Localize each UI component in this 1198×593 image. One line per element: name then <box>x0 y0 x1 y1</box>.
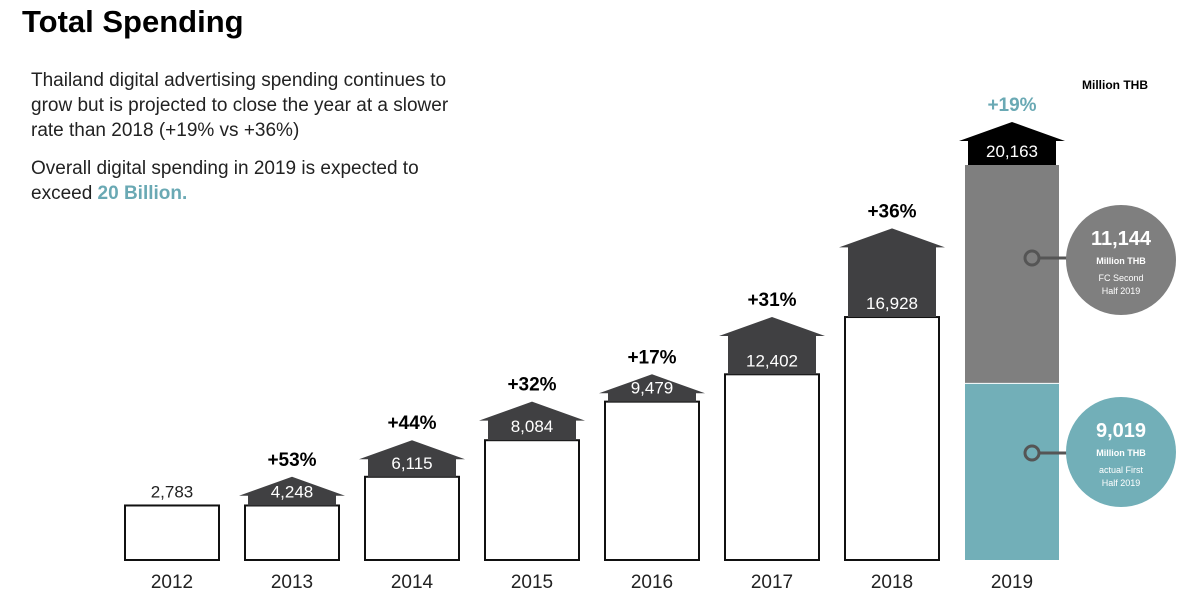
description-paragraph-1: Thailand digital advertising spending co… <box>31 70 449 141</box>
growth-arrow-2013 <box>239 476 345 506</box>
year-label-2013: 2013 <box>271 572 313 593</box>
actual-callout-desc: Half 2019 <box>1102 478 1141 488</box>
actual-callout-unit: Million THB <box>1096 448 1146 458</box>
value-label-2017: 12,402 <box>746 351 798 370</box>
growth-arrow-2015 <box>479 401 585 441</box>
value-label-2015: 8,084 <box>511 417 554 436</box>
forecast-connector-dot <box>1023 249 1041 267</box>
page-title: Total Spending <box>22 4 244 39</box>
value-label-2014: 6,115 <box>391 454 432 473</box>
highlight-value: 20 Billion. <box>97 183 188 204</box>
growth-label-2013: +53% <box>267 450 316 471</box>
description-text: Overall digital spending in 2019 is expe… <box>31 158 419 204</box>
year-label-2017: 2017 <box>751 572 793 593</box>
forecast-callout-circle <box>1066 205 1176 315</box>
bar-2018 <box>844 316 940 561</box>
growth-arrow-2019 <box>959 122 1065 165</box>
year-label-2014: 2014 <box>391 572 434 593</box>
growth-arrow-2016 <box>599 374 705 402</box>
year-label-2019: 2019 <box>991 572 1033 593</box>
actual-callout-desc: actual First <box>1099 465 1144 475</box>
actual-callout-value: 9,019 <box>1096 420 1146 442</box>
growth-arrow-2017 <box>719 317 825 375</box>
year-label-2018: 2018 <box>871 572 913 593</box>
growth-label-2017: +31% <box>747 290 796 311</box>
forecast-callout-desc: FC Second <box>1098 273 1143 283</box>
forecast-callout-unit: Million THB <box>1096 256 1146 266</box>
bar-2013 <box>244 504 340 561</box>
description: Thailand digital advertising spending co… <box>31 68 451 206</box>
growth-arrow-2014 <box>359 440 465 477</box>
growth-label-2014: +44% <box>387 413 436 434</box>
forecast-second-half-segment <box>965 165 1059 384</box>
growth-label-2019: +19% <box>987 95 1036 116</box>
growth-label-2016: +17% <box>627 347 676 368</box>
bar-2015 <box>484 439 580 561</box>
forecast-callout-desc: Half 2019 <box>1102 286 1141 296</box>
description-paragraph-2: Overall digital spending in 2019 is expe… <box>31 156 451 206</box>
value-label-2012: 2,783 <box>151 482 194 501</box>
actual-callout-circle <box>1066 397 1176 507</box>
bar-2017 <box>724 373 820 562</box>
actual-first-half-segment <box>965 383 1059 560</box>
growth-label-2015: +32% <box>507 375 556 396</box>
bar-2014 <box>364 475 460 561</box>
value-label-2019: 20,163 <box>986 142 1038 161</box>
bar-2016 <box>604 400 700 562</box>
year-label-2015: 2015 <box>511 572 553 593</box>
value-label-2018: 16,928 <box>866 294 918 313</box>
year-label-2012: 2012 <box>151 572 193 593</box>
value-label-2013: 4,248 <box>271 482 314 501</box>
actual-connector-dot <box>1023 444 1041 462</box>
year-label-2016: 2016 <box>631 572 673 593</box>
forecast-callout-value: 11,144 <box>1091 228 1152 250</box>
growth-label-2018: +36% <box>867 201 916 222</box>
unit-label: Million THB <box>1082 78 1148 92</box>
value-label-2016: 9,479 <box>631 379 674 398</box>
growth-arrow-2018 <box>839 228 945 318</box>
bar-2012 <box>124 504 220 561</box>
